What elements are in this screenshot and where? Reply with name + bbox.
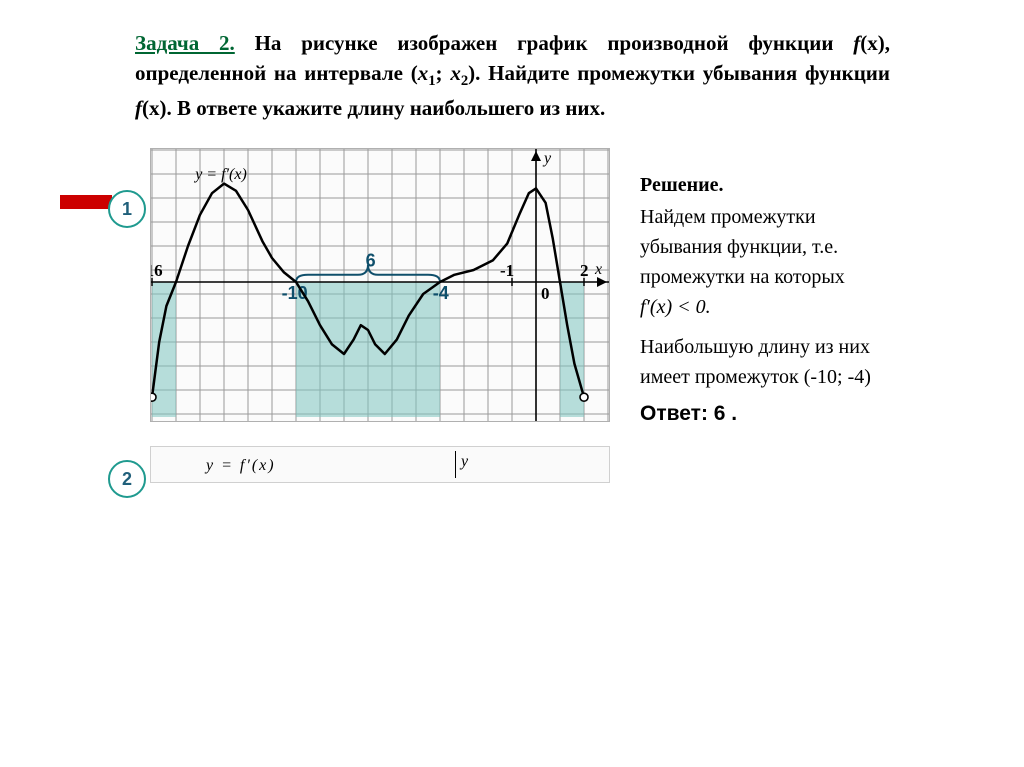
svg-text:-16: -16 bbox=[151, 261, 163, 280]
svg-text:y: y bbox=[542, 150, 552, 167]
badge-1: 1 bbox=[108, 190, 146, 228]
chart2-equation: y = f′(x) bbox=[206, 457, 276, 475]
svg-text:6: 6 bbox=[366, 250, 376, 270]
svg-text:x: x bbox=[594, 261, 602, 278]
red-accent-bar bbox=[60, 195, 112, 209]
solution-answer: Ответ: 6 . bbox=[640, 398, 900, 430]
task-label: Задача 2. bbox=[135, 31, 235, 55]
solution-block: Решение. Найдем промежутки убывания функ… bbox=[640, 170, 900, 430]
badge-2: 2 bbox=[108, 460, 146, 498]
chart2-y-label: y bbox=[461, 453, 468, 471]
solution-heading: Решение. bbox=[640, 170, 900, 200]
derivative-chart-1: yx-16-120-10-46y = f′(x) bbox=[150, 148, 610, 422]
svg-text:2: 2 bbox=[580, 261, 589, 280]
svg-text:-1: -1 bbox=[500, 261, 514, 280]
solution-p1: Найдем промежутки убывания функции, т.е.… bbox=[640, 202, 900, 322]
svg-text:0: 0 bbox=[541, 284, 550, 303]
chart2-y-axis bbox=[455, 451, 456, 478]
svg-text:y = f′(x): y = f′(x) bbox=[193, 166, 247, 183]
solution-p2: Наибольшую длину из них имеет промежуток… bbox=[640, 332, 900, 392]
derivative-chart-2-stub: y = f′(x) y bbox=[150, 446, 610, 483]
problem-statement: Задача 2. На рисунке изображен график пр… bbox=[135, 28, 890, 123]
